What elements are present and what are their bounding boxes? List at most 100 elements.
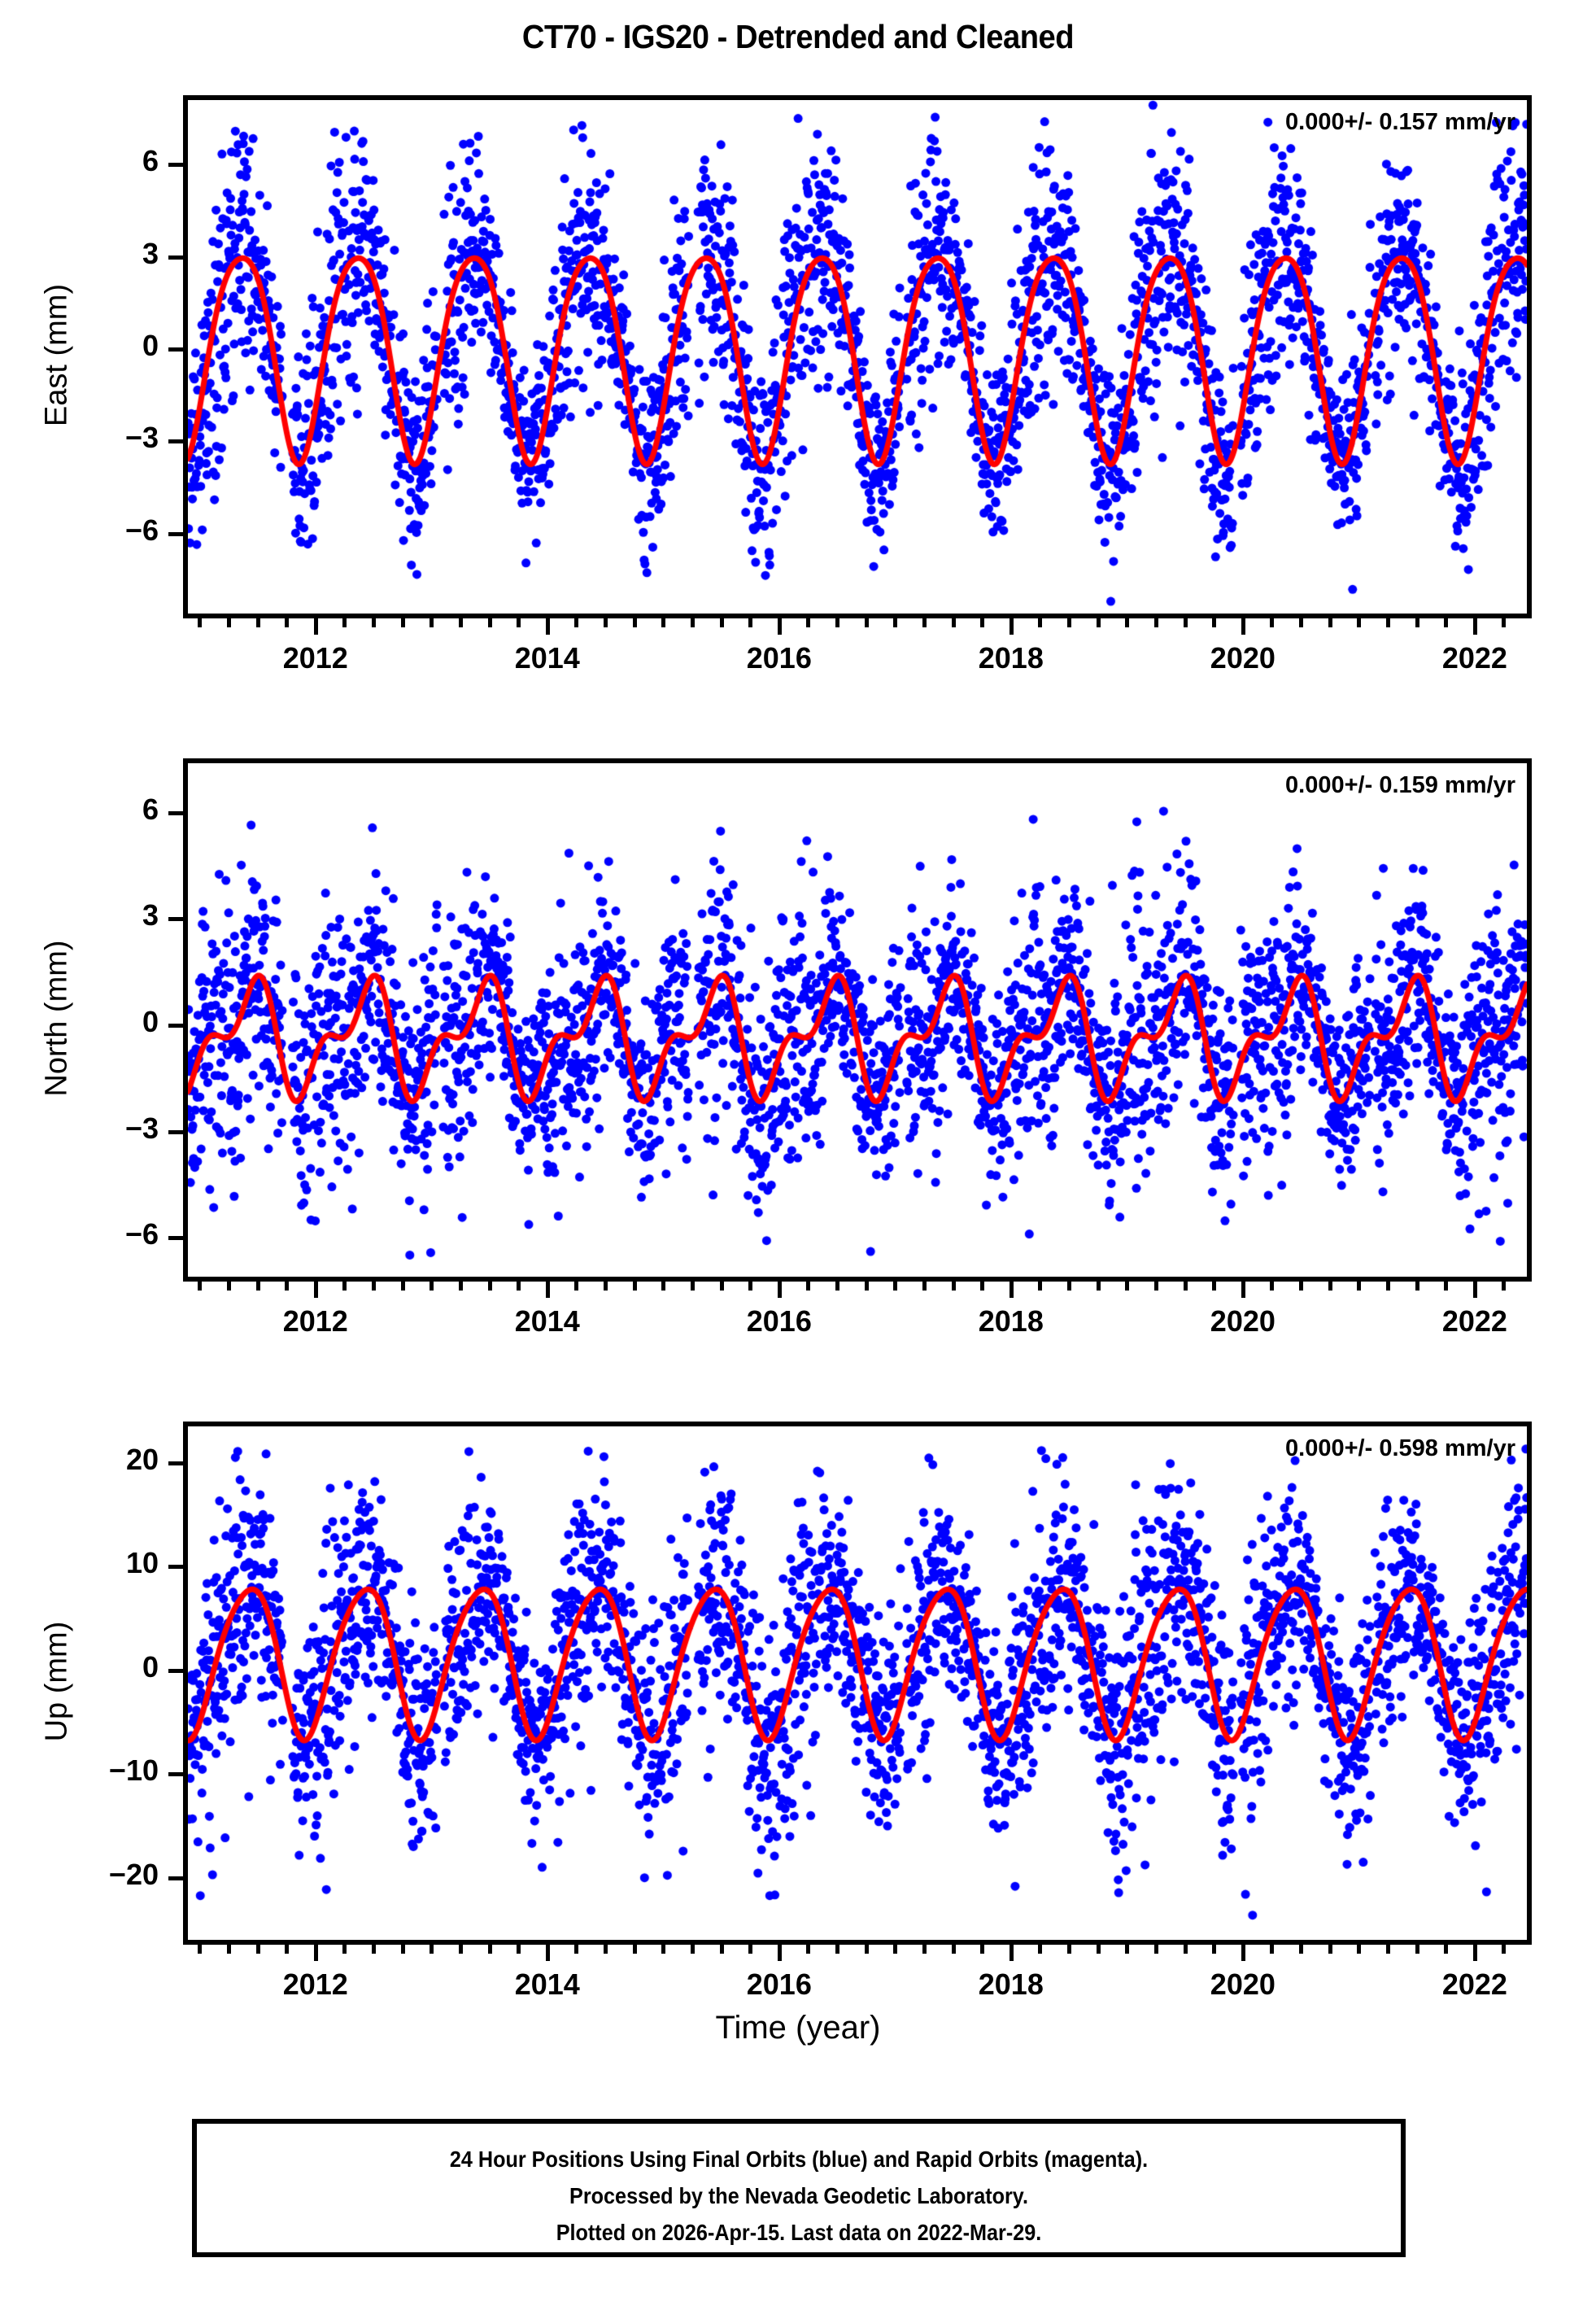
x-minor-tick-north xyxy=(951,1282,956,1291)
x-minor-tick-east xyxy=(430,618,434,627)
x-tick-label-east-2: 2016 xyxy=(746,641,812,675)
x-major-tick-north xyxy=(1472,1282,1477,1298)
x-minor-tick-north xyxy=(922,1282,927,1291)
x-major-tick-north xyxy=(1009,1282,1014,1298)
x-tick-label-up-2: 2016 xyxy=(746,1968,812,2001)
x-minor-tick-north xyxy=(748,1282,753,1291)
y-tick-east-2 xyxy=(168,347,183,352)
x-minor-tick-east xyxy=(342,618,347,627)
x-minor-tick-east xyxy=(1502,618,1507,627)
x-major-tick-east xyxy=(1472,618,1477,635)
x-major-tick-east xyxy=(545,618,550,635)
x-minor-tick-north xyxy=(1096,1282,1101,1291)
x-minor-tick-north xyxy=(1502,1282,1507,1291)
x-minor-tick-east xyxy=(1299,618,1304,627)
x-tick-label-north-2: 2016 xyxy=(746,1304,812,1338)
plot-frame-north[interactable] xyxy=(183,758,1532,1282)
x-minor-tick-east xyxy=(198,618,203,627)
x-major-tick-up xyxy=(777,1945,782,1961)
y-tick-label-up-3: −10 xyxy=(108,1754,159,1788)
x-minor-tick-north xyxy=(604,1282,608,1291)
x-tick-label-north-5: 2022 xyxy=(1441,1304,1507,1338)
x-minor-tick-up xyxy=(574,1945,579,1954)
x-minor-tick-north xyxy=(893,1282,898,1291)
x-minor-tick-up xyxy=(835,1945,840,1954)
x-minor-tick-east xyxy=(1096,618,1101,627)
x-minor-tick-east xyxy=(1038,618,1043,627)
x-minor-tick-up xyxy=(1038,1945,1043,1954)
plot-frame-up[interactable] xyxy=(183,1422,1532,1945)
x-minor-tick-north xyxy=(430,1282,434,1291)
rate-annotation-north: 0.000+/- 0.159 mm/yr xyxy=(1285,772,1515,798)
y-tick-label-east-3: −3 xyxy=(124,421,159,455)
x-minor-tick-east xyxy=(1385,618,1390,627)
x-minor-tick-north xyxy=(1212,1282,1217,1291)
y-tick-north-4 xyxy=(168,1236,183,1241)
plot-canvas-east xyxy=(188,100,1527,614)
x-tick-label-east-3: 2018 xyxy=(978,641,1044,675)
x-tick-label-east-1: 2014 xyxy=(514,641,580,675)
x-minor-tick-up xyxy=(458,1945,463,1954)
x-minor-tick-up xyxy=(487,1945,492,1954)
x-minor-tick-up xyxy=(517,1945,521,1954)
x-minor-tick-up xyxy=(980,1945,985,1954)
x-tick-label-north-1: 2014 xyxy=(514,1304,580,1338)
x-minor-tick-east xyxy=(372,618,377,627)
x-minor-tick-north xyxy=(1183,1282,1188,1291)
x-major-tick-up xyxy=(545,1945,550,1961)
x-minor-tick-east xyxy=(922,618,927,627)
x-minor-tick-up xyxy=(632,1945,637,1954)
x-minor-tick-up xyxy=(430,1945,434,1954)
x-minor-tick-up xyxy=(690,1945,695,1954)
y-tick-label-east-1: 3 xyxy=(142,236,159,270)
x-minor-tick-up xyxy=(1125,1945,1130,1954)
plot-canvas-north xyxy=(188,763,1527,1277)
y-tick-label-north-0: 6 xyxy=(142,792,159,826)
x-minor-tick-east xyxy=(748,618,753,627)
x-minor-tick-north xyxy=(719,1282,724,1291)
y-tick-up-2 xyxy=(168,1668,183,1673)
x-minor-tick-up xyxy=(1183,1945,1188,1954)
x-major-tick-east xyxy=(313,618,318,635)
x-minor-tick-east xyxy=(517,618,521,627)
x-minor-tick-north xyxy=(864,1282,869,1291)
x-minor-tick-north xyxy=(806,1282,811,1291)
x-tick-label-east-5: 2022 xyxy=(1441,641,1507,675)
x-minor-tick-up xyxy=(1212,1945,1217,1954)
x-minor-tick-east xyxy=(690,618,695,627)
y-tick-label-north-2: 0 xyxy=(142,1005,159,1039)
x-minor-tick-north xyxy=(574,1282,579,1291)
x-minor-tick-east xyxy=(864,618,869,627)
x-minor-tick-east xyxy=(1183,618,1188,627)
x-minor-tick-north xyxy=(517,1282,521,1291)
x-tick-label-east-4: 2020 xyxy=(1210,641,1275,675)
x-major-tick-east xyxy=(1241,618,1245,635)
y-tick-label-east-4: −6 xyxy=(124,513,159,547)
x-major-tick-east xyxy=(777,618,782,635)
x-minor-tick-up xyxy=(1502,1945,1507,1954)
x-minor-tick-north xyxy=(285,1282,290,1291)
plot-frame-east[interactable] xyxy=(183,95,1532,618)
x-minor-tick-north xyxy=(255,1282,260,1291)
x-minor-tick-up xyxy=(400,1945,405,1954)
x-minor-tick-east xyxy=(1444,618,1449,627)
y-tick-up-3 xyxy=(168,1772,183,1777)
x-major-tick-north xyxy=(545,1282,550,1298)
y-tick-up-1 xyxy=(168,1565,183,1570)
x-minor-tick-east xyxy=(1415,618,1419,627)
y-tick-label-up-1: 10 xyxy=(125,1546,159,1580)
x-minor-tick-up xyxy=(1444,1945,1449,1954)
x-minor-tick-up xyxy=(1385,1945,1390,1954)
x-minor-tick-up xyxy=(604,1945,608,1954)
x-minor-tick-east xyxy=(951,618,956,627)
x-minor-tick-up xyxy=(372,1945,377,1954)
x-minor-tick-north xyxy=(458,1282,463,1291)
x-major-tick-east xyxy=(1009,618,1014,635)
y-tick-label-east-0: 6 xyxy=(142,144,159,178)
x-minor-tick-up xyxy=(1328,1945,1332,1954)
x-minor-tick-east xyxy=(1270,618,1275,627)
x-tick-label-up-4: 2020 xyxy=(1210,1968,1275,2001)
x-minor-tick-east xyxy=(604,618,608,627)
footer-line-dates: Plotted on 2026-Apr-15. Last data on 202… xyxy=(556,2220,1042,2245)
x-major-tick-up xyxy=(1009,1945,1014,1961)
